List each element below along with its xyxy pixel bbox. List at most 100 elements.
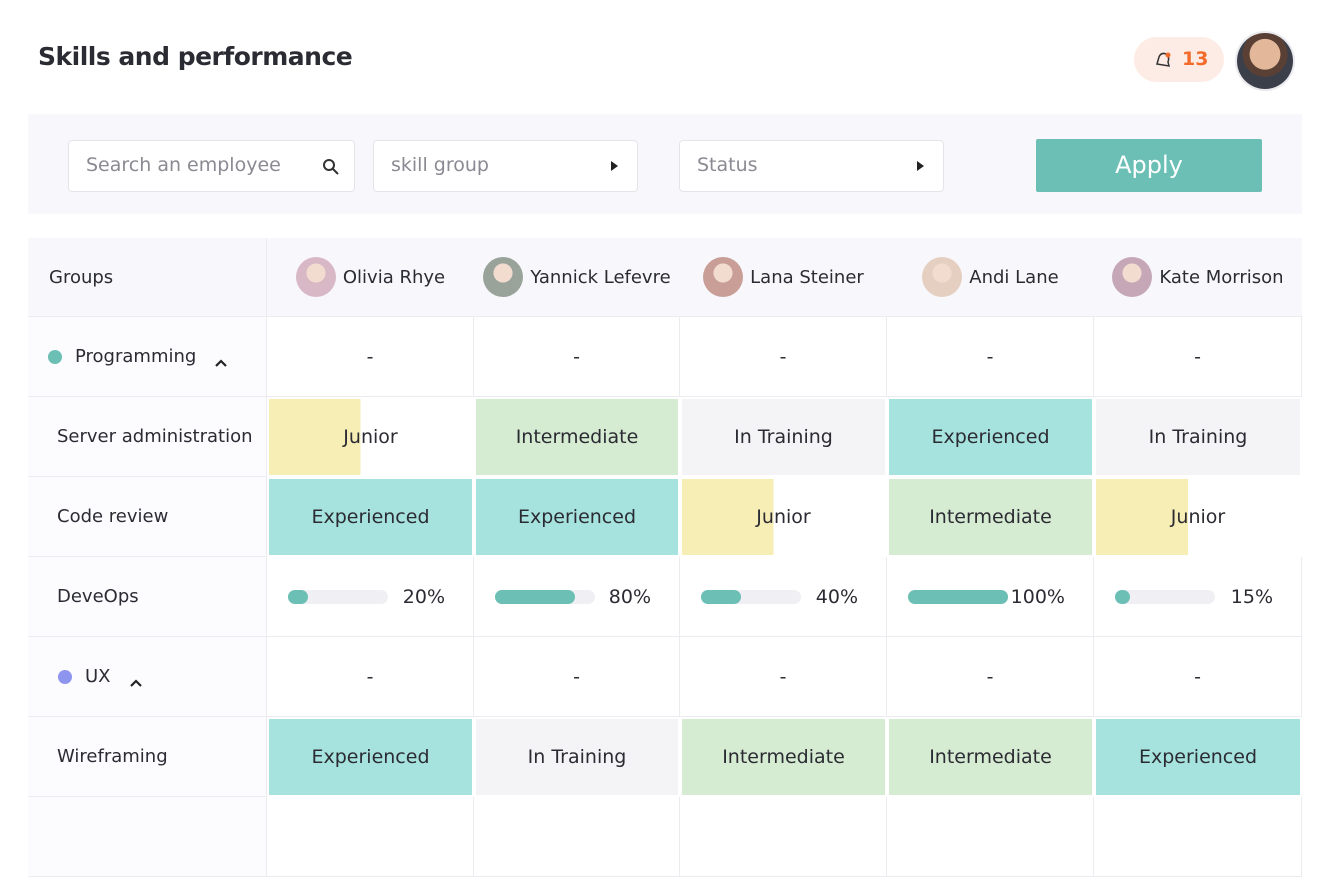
group-name: Programming: [75, 346, 197, 367]
skill-level: In Training: [734, 426, 833, 448]
skill-level-cell: Junior: [680, 477, 887, 557]
progress-label: 20%: [402, 585, 445, 608]
skill-level: Experienced: [517, 506, 637, 528]
summary-text: -: [573, 345, 580, 368]
group-summary: -: [680, 317, 887, 397]
skill-level: Experienced: [931, 426, 1050, 448]
user-avatar[interactable]: [1237, 33, 1293, 89]
skill-level-cell: In Training: [474, 717, 680, 797]
skill-row-label: DeveOps: [28, 557, 267, 637]
search-placeholder: Search an employee: [86, 154, 281, 176]
search-input[interactable]: Search an employee: [68, 140, 355, 192]
progress-label: 40%: [815, 585, 858, 608]
skill-level: Junior: [343, 426, 398, 448]
progress-label: 100%: [1010, 585, 1065, 608]
notification-count: 13: [1182, 48, 1209, 70]
skill-level-cell: Experienced: [267, 717, 474, 797]
progress-label: 80%: [608, 585, 651, 608]
group-summary: -: [1094, 317, 1302, 397]
skill-level-cell: [474, 797, 680, 877]
search-icon: [323, 159, 339, 175]
summary-text: -: [779, 665, 787, 688]
progress-track: [701, 589, 801, 604]
progress-bar: [701, 589, 741, 604]
group-summary: -: [1094, 637, 1302, 717]
group-summary: -: [474, 637, 680, 717]
collapse-toggle[interactable]: [129, 672, 143, 687]
employee-avatar: [922, 257, 963, 297]
skill-name: Code review: [57, 506, 169, 527]
progress-cell: 20%: [267, 557, 474, 637]
employee-name: Olivia Rhye: [342, 266, 446, 288]
progress-label: 15%: [1230, 585, 1273, 608]
groups-header-text: Groups: [49, 266, 114, 288]
skill-row-label: [28, 797, 267, 877]
skill-level: Junior: [756, 506, 811, 528]
bell-icon: [1156, 52, 1171, 67]
skill-row-label: Code review: [28, 477, 267, 557]
skill-row-label: Server administration: [28, 397, 267, 477]
progress-cell: 80%: [474, 557, 680, 637]
page: Skills and performance 13 Search an empl…: [28, 33, 1302, 877]
employee-avatar: [1112, 257, 1153, 297]
progress-bar: [908, 589, 1008, 604]
progress-track: [495, 589, 595, 604]
skill-level-cell: Experienced: [474, 477, 680, 557]
skill-level-cell: [887, 797, 1094, 877]
employee-name: Kate Morrison: [1159, 266, 1284, 288]
group-dot: [48, 349, 62, 364]
notification-button[interactable]: [1134, 37, 1224, 82]
employee-avatar: [703, 257, 744, 297]
collapse-toggle[interactable]: [214, 352, 228, 367]
employee-header: Olivia Rhye: [267, 238, 474, 317]
employee-avatar: [295, 257, 336, 297]
progress-cell: 100%: [887, 557, 1094, 637]
employee-header: Andi Lane: [887, 238, 1094, 317]
page-title: Skills and performance: [38, 42, 353, 71]
skill-level-cell: Intermediate: [887, 717, 1094, 797]
progress-track: [288, 589, 388, 604]
progress-track: [908, 589, 1008, 604]
status-label: Status: [697, 154, 758, 176]
skill-name: Server administration: [57, 426, 253, 447]
skill-group-label: skill group: [391, 154, 489, 176]
skill-level: Intermediate: [515, 426, 639, 448]
skill-level-cell: Intermediate: [887, 477, 1094, 557]
progress-bar: [495, 589, 575, 604]
summary-text: -: [366, 665, 374, 688]
skill-level-cell: In Training: [680, 397, 887, 477]
skill-level: Intermediate: [722, 746, 845, 768]
group-summary: -: [887, 637, 1094, 717]
summary-text: -: [573, 665, 580, 688]
employee-header: Kate Morrison: [1094, 238, 1302, 317]
skill-name: DeveOps: [57, 586, 139, 607]
skill-group-select[interactable]: skill group: [373, 140, 638, 192]
skill-level-cell: In Training: [1094, 397, 1302, 477]
apply-button[interactable]: Apply: [1036, 139, 1262, 192]
skill-level: Experienced: [311, 506, 430, 528]
skill-level: In Training: [527, 746, 627, 768]
summary-text: -: [1194, 345, 1201, 368]
skill-level-cell: [680, 797, 887, 877]
status-select[interactable]: Status: [679, 140, 944, 192]
chevron-up: [215, 358, 228, 367]
skill-level-cell: [1094, 797, 1302, 877]
group-summary: -: [474, 317, 680, 397]
skill-level-cell: Junior: [1094, 477, 1302, 557]
progress-cell: 15%: [1094, 557, 1302, 637]
skill-level-cell: Experienced: [887, 397, 1094, 477]
skill-level: Junior: [1170, 506, 1226, 528]
skill-level-cell: [267, 797, 474, 877]
summary-text: -: [779, 345, 787, 368]
skill-level-cell: Intermediate: [680, 717, 887, 797]
employee-name: Yannick Lefevre: [530, 266, 671, 288]
employee-avatar: [483, 257, 524, 297]
skill-level: In Training: [1148, 426, 1248, 448]
group-name: UX: [85, 666, 111, 687]
group-row-label: Programming: [28, 317, 267, 397]
chevron-up: [129, 678, 142, 687]
group-summary: -: [267, 317, 474, 397]
group-summary: -: [887, 317, 1094, 397]
skill-level-cell: Intermediate: [474, 397, 680, 477]
skill-level: Intermediate: [929, 506, 1052, 528]
